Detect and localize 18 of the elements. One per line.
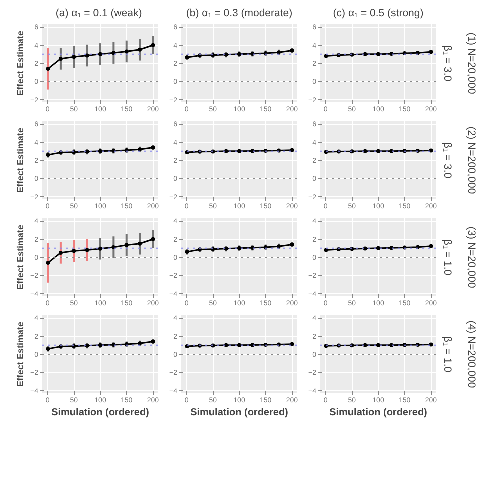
x-axis-title: Simulation (ordered) xyxy=(330,408,428,418)
y-axis-title: Effect Estimate xyxy=(16,224,26,290)
y-axis-title: Effect Estimate xyxy=(16,128,26,194)
x-axis-title: Simulation (ordered) xyxy=(52,408,150,418)
y-axis-title: Effect Estimate xyxy=(16,322,26,388)
chart-title: (c) α₁ = 0.5 (strong) xyxy=(333,8,424,20)
text: β₁ = 1.0 xyxy=(442,239,454,276)
chart-title: (a) α₁ = 0.1 (weak) xyxy=(56,8,142,20)
text: β₁ = 1.0 xyxy=(442,336,454,373)
text: (3) N=20,000 xyxy=(466,226,478,288)
chart-title: (b) α₁ = 0.3 (moderate) xyxy=(186,8,293,20)
y-axis-title: Effect Estimate xyxy=(16,30,26,96)
text: β₁ = 3.0 xyxy=(442,142,454,179)
text: β₁ = 3.0 xyxy=(442,45,454,82)
text: (2) N=200,000 xyxy=(466,126,478,194)
text: (1) N=20,000 xyxy=(466,32,478,94)
text: (4) N=200,000 xyxy=(466,320,478,388)
x-axis-title: Simulation (ordered) xyxy=(190,408,288,418)
